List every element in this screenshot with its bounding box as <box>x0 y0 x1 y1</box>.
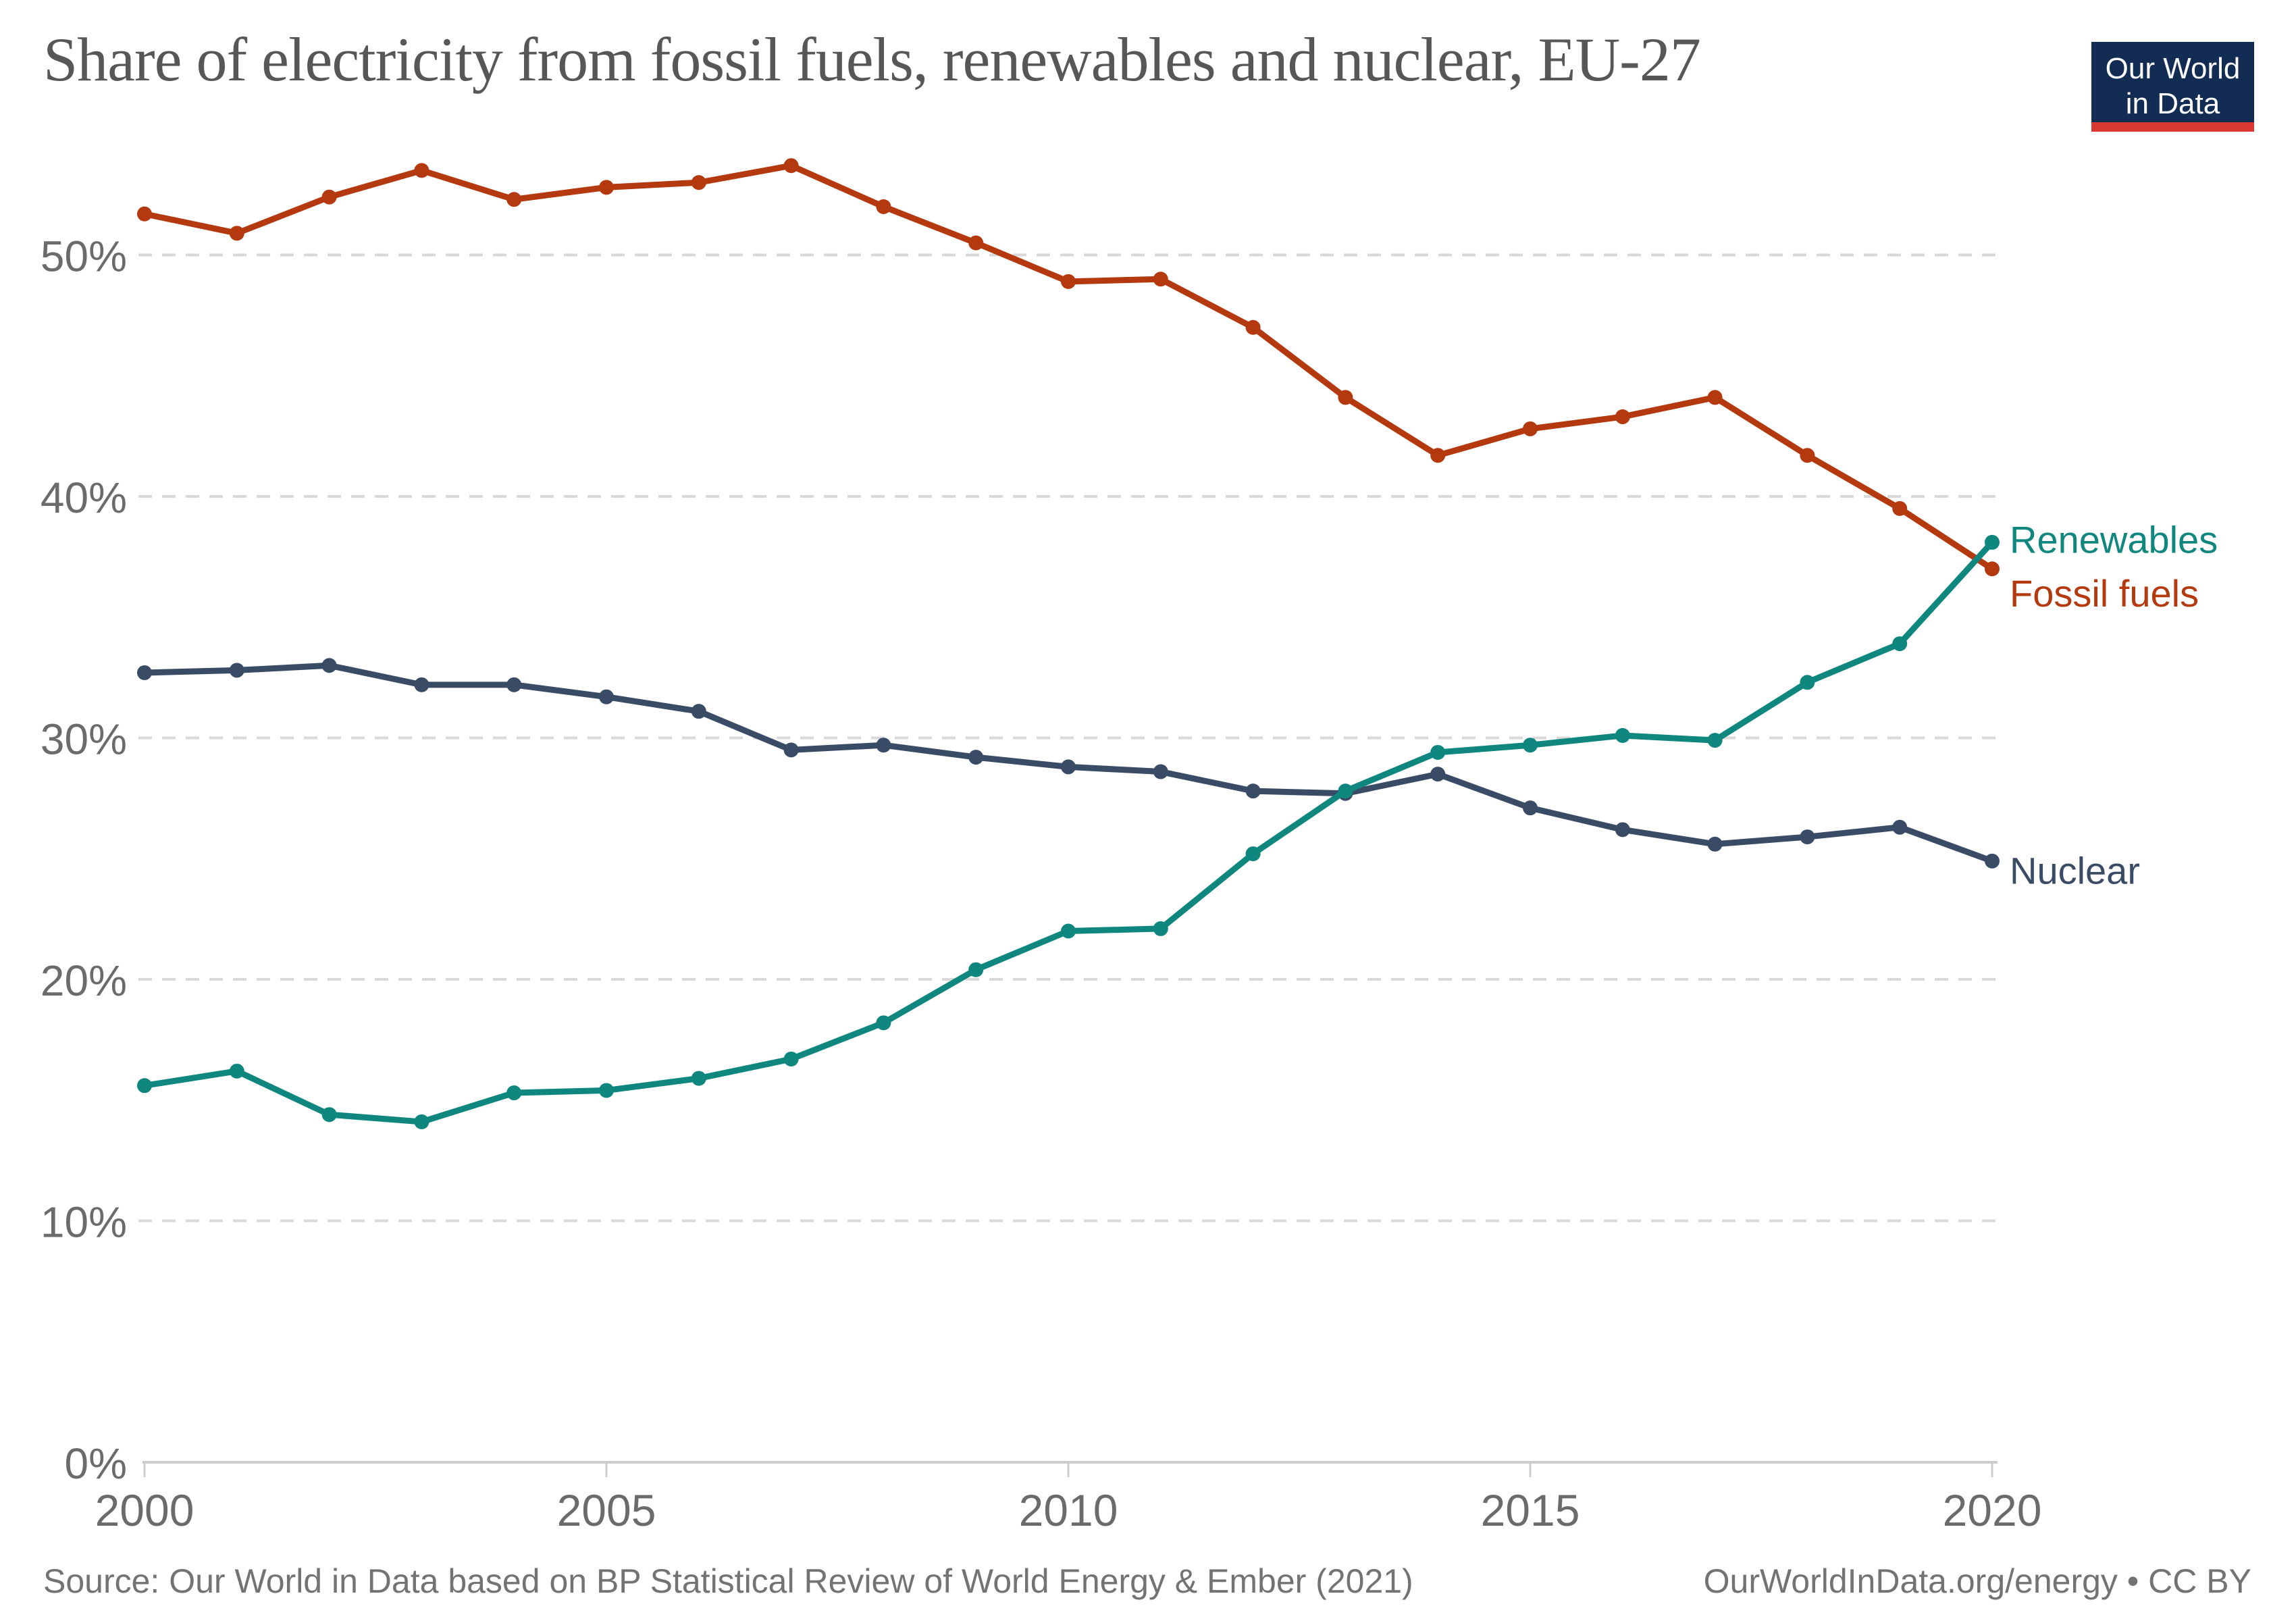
nuclear-point-2003 <box>414 677 429 692</box>
fossil-fuels-point-2020 <box>1985 561 2000 577</box>
renewables-series-label: Renewables <box>2010 518 2218 561</box>
nuclear-point-2014 <box>1430 767 1446 782</box>
source-note: Source: Our World in Data based on BP St… <box>43 1562 1413 1600</box>
fossil-fuels-point-2002 <box>321 189 337 205</box>
renewables-point-2019 <box>1892 636 1908 652</box>
y-tick-label-0: 0% <box>65 1439 128 1488</box>
renewables-point-2014 <box>1430 744 1446 760</box>
fossil-fuels-point-2014 <box>1430 448 1446 463</box>
renewables-point-2007 <box>783 1051 799 1066</box>
renewables-point-2013 <box>1338 783 1353 799</box>
fossil-fuels-point-2011 <box>1153 272 1168 287</box>
renewables-point-2011 <box>1153 921 1168 936</box>
renewables-point-2001 <box>229 1063 244 1079</box>
fossil-fuels-point-2009 <box>968 235 984 251</box>
owid-logo[interactable]: Our World in Data <box>2091 42 2254 132</box>
renewables-point-2016 <box>1615 727 1630 743</box>
nuclear-point-2017 <box>1707 836 1723 852</box>
nuclear-point-2019 <box>1892 819 1908 835</box>
fossil-fuels-point-2018 <box>1800 448 1815 463</box>
fossil-fuels-point-2006 <box>691 175 706 190</box>
fossil-fuels-point-2017 <box>1707 390 1723 405</box>
fossil-fuels-point-2016 <box>1615 409 1630 425</box>
fossil-fuels-point-2013 <box>1338 390 1353 405</box>
chart-title: Share of electricity from fossil fuels, … <box>43 25 1701 94</box>
fossil-fuels-point-2004 <box>506 192 522 207</box>
nuclear-point-2008 <box>876 738 891 753</box>
fossil-fuels-point-2019 <box>1892 500 1908 516</box>
y-tick-label-20: 20% <box>41 956 127 1005</box>
renewables-point-2009 <box>968 962 984 977</box>
nuclear-point-2007 <box>783 742 799 758</box>
nuclear-point-2001 <box>229 663 244 678</box>
fossil-fuels-point-2005 <box>599 180 614 195</box>
fossil-fuels-point-2012 <box>1245 319 1261 335</box>
renewables-point-2005 <box>599 1083 614 1098</box>
fossil-fuels-point-2010 <box>1061 274 1076 289</box>
nuclear-point-2020 <box>1985 853 2000 869</box>
nuclear-point-2012 <box>1245 783 1261 799</box>
nuclear-point-2015 <box>1523 800 1538 816</box>
renewables-point-2002 <box>321 1107 337 1123</box>
fossil-fuels-series-label: Fossil fuels <box>2010 572 2199 615</box>
renewables-line <box>141 539 1995 1125</box>
x-tick-label-2020: 2020 <box>1943 1485 2042 1535</box>
renewables-point-2008 <box>876 1015 891 1031</box>
renewables-point-2017 <box>1707 733 1723 748</box>
renewables-point-2000 <box>137 1078 152 1093</box>
fossil-fuels-point-2015 <box>1523 421 1538 436</box>
renewables-point-2018 <box>1800 675 1815 690</box>
fossil-fuels-point-2008 <box>876 199 891 214</box>
x-tick-label-2005: 2005 <box>557 1485 656 1535</box>
fossil-fuels-point-2007 <box>783 158 799 174</box>
fossil-fuels-point-2003 <box>414 163 429 178</box>
nuclear-series-label: Nuclear <box>2010 849 2140 892</box>
x-tick-label-2010: 2010 <box>1019 1485 1118 1535</box>
credit-link[interactable]: OurWorldInData.org/energy • CC BY <box>1703 1562 2251 1600</box>
x-tick-label-2015: 2015 <box>1481 1485 1580 1535</box>
owid-logo-line1: Our World <box>2105 52 2241 85</box>
y-tick-label-50: 50% <box>41 232 127 281</box>
nuclear-point-2004 <box>506 677 522 692</box>
nuclear-point-2006 <box>691 704 706 719</box>
nuclear-point-2005 <box>599 689 614 704</box>
nuclear-point-2018 <box>1800 829 1815 845</box>
x-tick-label-2000: 2000 <box>95 1485 194 1535</box>
y-tick-label-30: 30% <box>41 715 127 764</box>
y-tick-label-10: 10% <box>41 1198 127 1247</box>
y-tick-label-40: 40% <box>41 473 127 522</box>
nuclear-point-2016 <box>1615 822 1630 838</box>
renewables-point-2006 <box>691 1071 706 1086</box>
fossil-fuels-point-2000 <box>137 206 152 222</box>
renewables-point-2003 <box>414 1114 429 1129</box>
nuclear-point-2000 <box>137 665 152 680</box>
nuclear-point-2011 <box>1153 764 1168 779</box>
owid-logo-line2: in Data <box>2125 87 2220 120</box>
owid-logo-red-bar <box>2091 122 2254 132</box>
fossil-fuels-point-2001 <box>229 226 244 241</box>
renewables-point-2012 <box>1245 846 1261 862</box>
nuclear-point-2009 <box>968 750 984 765</box>
nuclear-point-2010 <box>1061 759 1076 775</box>
renewables-point-2020 <box>1985 534 2000 550</box>
renewables-point-2015 <box>1523 738 1538 753</box>
renewables-point-2010 <box>1061 923 1076 939</box>
owid-logo-text: Our World in Data <box>2091 51 2254 122</box>
nuclear-point-2002 <box>321 658 337 673</box>
fossil-fuels-line <box>141 162 1995 572</box>
renewables-point-2004 <box>506 1085 522 1101</box>
